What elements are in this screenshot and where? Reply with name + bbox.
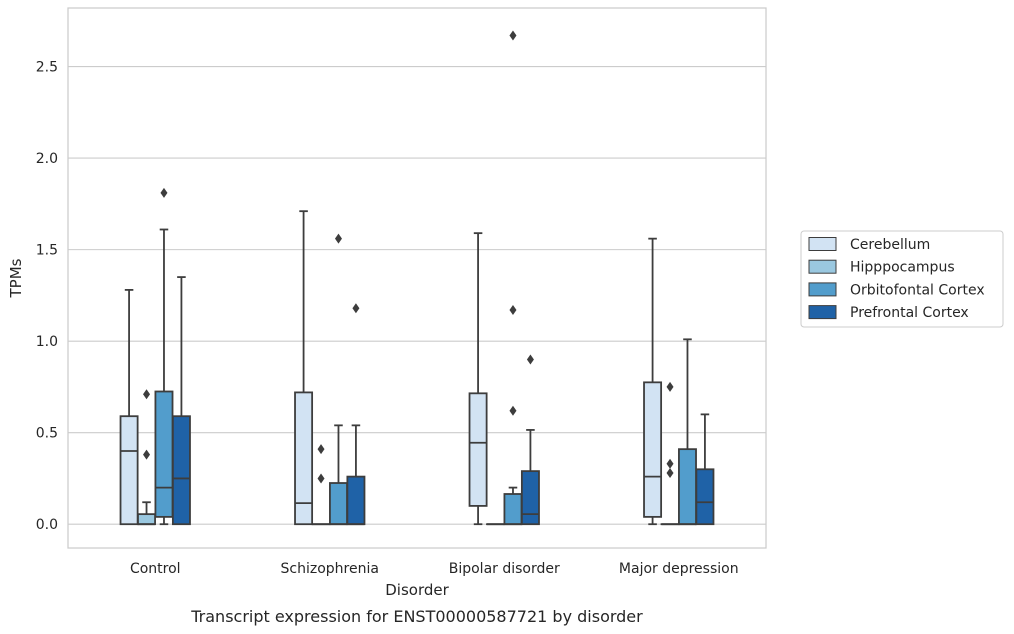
y-tick-label: 1.0 — [36, 334, 58, 350]
legend-swatch — [808, 237, 837, 251]
box — [468, 392, 488, 507]
box — [171, 415, 191, 526]
box — [643, 381, 663, 518]
outlier-point — [143, 389, 151, 400]
box — [137, 513, 156, 526]
outlier-point — [666, 458, 674, 469]
y-axis-label: TPMs — [7, 258, 25, 298]
legend-swatch — [808, 305, 837, 320]
x-tick-label: Control — [130, 561, 181, 577]
box — [346, 475, 366, 526]
y-tick-label: 1.5 — [36, 243, 58, 259]
y-tick-label: 2.5 — [36, 60, 58, 76]
y-tick-label: 0.5 — [36, 426, 58, 442]
legend-label: Orbitofontal Cortex — [850, 282, 985, 298]
box-plot — [520, 354, 540, 526]
box-plot — [119, 288, 139, 526]
outlier-point — [666, 381, 674, 392]
box — [695, 468, 715, 526]
outlier-point — [160, 187, 168, 198]
box — [503, 493, 523, 526]
box-plot — [137, 389, 156, 526]
box — [520, 470, 540, 526]
y-tick-label: 0.0 — [36, 517, 58, 533]
chart-caption: Transcript expression for ENST0000058772… — [190, 607, 643, 626]
legend-frame — [800, 230, 1004, 328]
legend-swatch — [808, 282, 837, 297]
box-plot — [329, 233, 348, 526]
box-plot — [643, 237, 663, 526]
y-tick-label: 2.0 — [36, 151, 58, 167]
outlier-point — [143, 449, 151, 460]
legend: Cerebellum Hipppocampus Orbitofontal Corte… — [800, 230, 1004, 328]
x-tick-labels: Control Schizophrenia Bipolar disorder Majo… — [130, 561, 739, 577]
box-plot — [311, 444, 331, 526]
legend-swatch — [808, 259, 837, 274]
outlier-point — [352, 303, 360, 314]
x-tick-label: Major depression — [619, 561, 739, 577]
outlier-point — [317, 444, 325, 455]
legend-label: Prefrontal Cortex — [850, 305, 969, 321]
box-plot — [346, 303, 366, 526]
box-plot — [660, 381, 680, 526]
outlier-point — [509, 30, 517, 41]
outlier-point — [666, 467, 674, 478]
box — [678, 448, 697, 526]
box-plot — [468, 232, 488, 526]
x-tick-label: Bipolar disorder — [449, 561, 560, 577]
outlier-point — [334, 233, 342, 244]
box — [154, 390, 174, 518]
x-tick-label: Schizophrenia — [281, 561, 379, 577]
box-plot — [171, 276, 191, 526]
x-axis-label: Disorder — [385, 581, 449, 599]
box-plot — [695, 413, 715, 526]
outlier-point — [317, 473, 325, 484]
legend-label: Hipppocampus — [850, 260, 955, 276]
box-plots — [119, 30, 715, 526]
box — [119, 415, 139, 526]
outlier-point — [526, 354, 534, 365]
outlier-point — [509, 305, 517, 316]
legend-label: Cerebellum — [850, 237, 930, 253]
box — [329, 482, 348, 526]
box — [294, 391, 314, 526]
y-tick-labels: 0.0 0.5 1.0 1.5 2.0 2.5 — [36, 60, 58, 534]
box-plot — [294, 210, 314, 526]
outlier-point — [509, 405, 517, 416]
